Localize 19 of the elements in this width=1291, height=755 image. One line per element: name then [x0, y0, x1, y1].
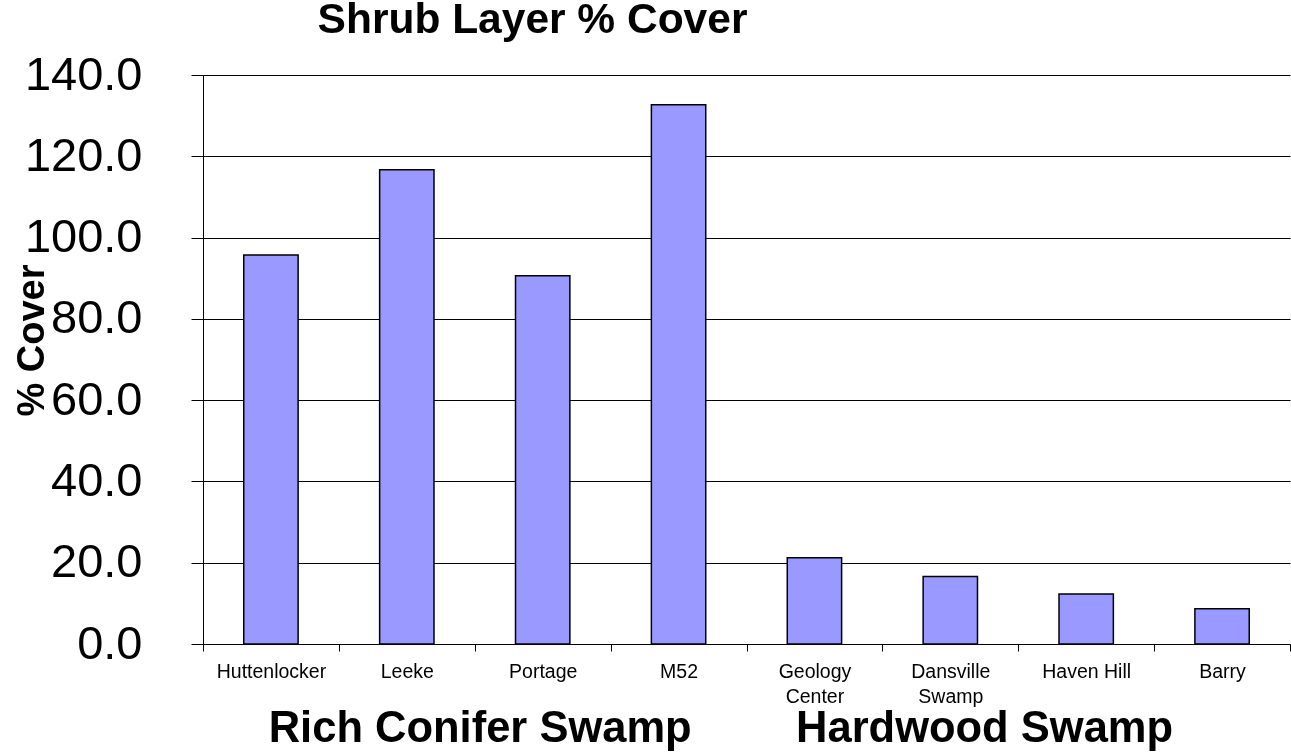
y-tick-label: 100.0 — [24, 209, 143, 263]
x-tick-label: Leeke — [380, 659, 434, 682]
y-tick-label: 120.0 — [24, 127, 143, 181]
y-tick-label: 140.0 — [24, 46, 143, 100]
y-axis-title: % Cover — [9, 264, 52, 417]
chart-title: Shrub Layer % Cover — [317, 0, 748, 42]
y-tick-label: 20.0 — [51, 534, 143, 588]
x-tick-label: Barry — [1199, 659, 1247, 682]
x-tick-label: Geology Center — [778, 659, 852, 707]
y-tick-label: 80.0 — [51, 290, 143, 344]
x-tick-label: M52 — [660, 659, 699, 682]
x-tick-label: Portage — [509, 659, 578, 682]
y-tick-label: 40.0 — [51, 452, 143, 506]
text: Rich Conifer Swamp — [268, 703, 692, 751]
x-tick-label: Dansville Swamp — [911, 659, 991, 707]
y-tick-label: 0.0 — [77, 615, 143, 669]
y-tick-label: 60.0 — [51, 371, 143, 425]
x-tick-label: Haven Hill — [1042, 659, 1132, 682]
x-tick-label: Huttenlocker — [216, 659, 327, 682]
